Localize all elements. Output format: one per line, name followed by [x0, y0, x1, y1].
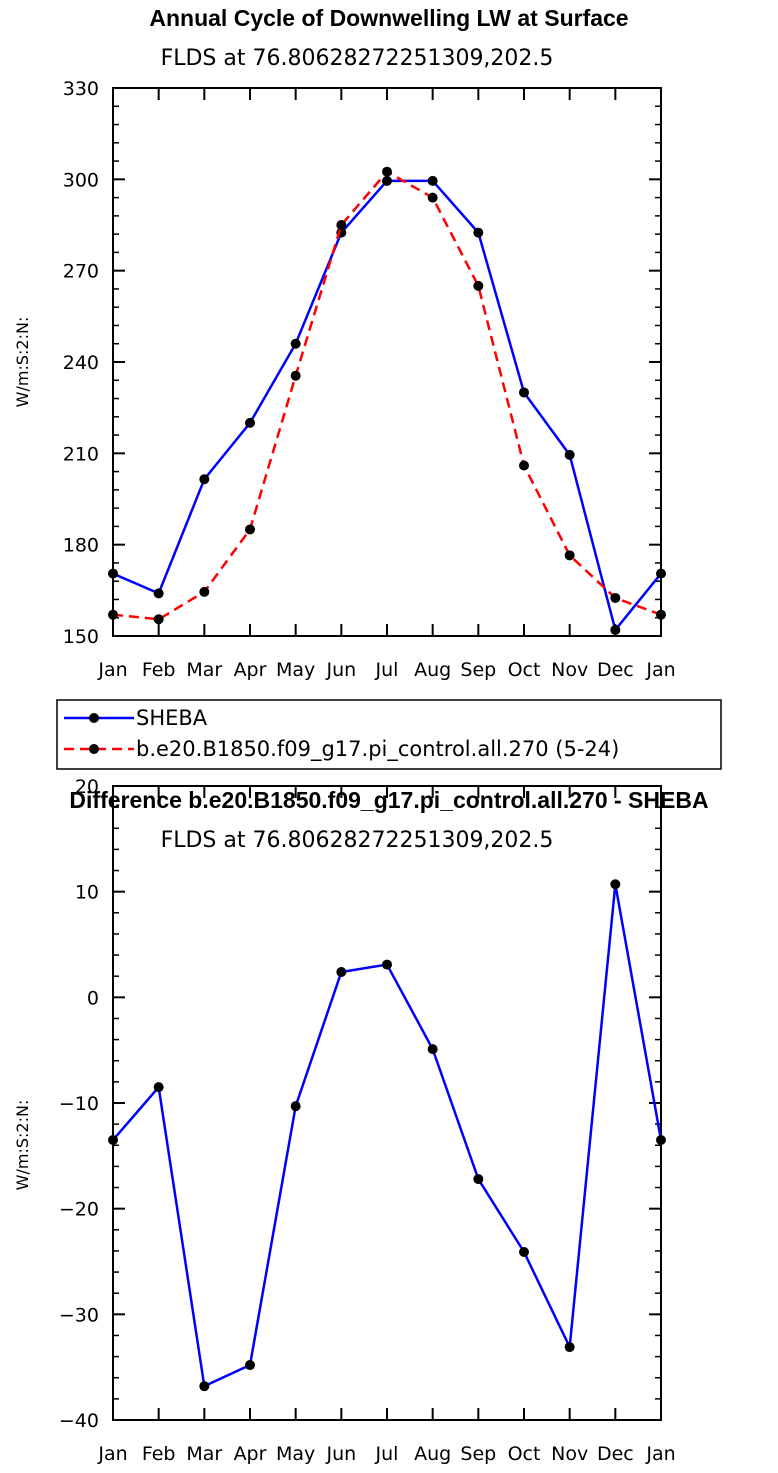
legend-entry-sheba: SHEBA [64, 706, 208, 730]
x-tick-label: Jan [645, 1443, 675, 1465]
data-point-series-0 [564, 1342, 575, 1353]
x-tick-label: Aug [414, 1443, 451, 1465]
x-tick-label: Feb [142, 659, 176, 681]
data-point-series-1 [336, 220, 347, 230]
legend-label-sheba: SHEBA [136, 706, 208, 730]
x-tick-label: Dec [597, 1443, 634, 1465]
x-tick-label: Nov [551, 659, 588, 681]
data-point-series-1 [564, 550, 575, 561]
y-tick-label: −20 [59, 1199, 99, 1221]
y-tick-label: −40 [59, 1410, 99, 1432]
y-tick-label: 10 [75, 882, 99, 904]
y-tick-label: 20 [75, 776, 99, 798]
data-point-series-0 [473, 1174, 484, 1185]
data-point-series-0 [610, 879, 621, 890]
y-tick-label: 270 [63, 261, 99, 283]
data-point-series-0 [382, 175, 392, 186]
data-point-series-1 [108, 609, 118, 620]
legend-entry-model: b.e20.B1850.f09_g17.pi_control.all.270 (… [64, 737, 619, 762]
data-point-series-0 [656, 568, 666, 579]
legend-marker-model [89, 744, 99, 754]
data-point-series-1 [290, 370, 301, 381]
chart1-title: Annual Cycle of Downwelling LW at Surfac… [149, 5, 628, 31]
data-point-series-1 [245, 524, 255, 535]
data-point-series-0 [108, 1134, 118, 1145]
data-point-series-0 [427, 1044, 438, 1055]
difference-chart: Difference b.e20.B1850.f09_g17.pi_contro… [13, 776, 709, 1465]
x-tick-label: Jul [375, 659, 399, 681]
x-tick-label: May [276, 659, 315, 681]
chart2-subtitle: FLDS at 76.80628272251309,202.5 [161, 828, 554, 853]
x-tick-label: Dec [597, 659, 634, 681]
data-point-series-1 [199, 586, 210, 597]
data-point-series-0 [610, 624, 621, 635]
data-point-series-1 [473, 280, 484, 291]
y-tick-label: −30 [59, 1304, 99, 1326]
x-tick-label: Jan [97, 659, 127, 681]
data-point-series-0 [245, 1360, 255, 1371]
x-tick-label: Sep [460, 659, 496, 681]
x-tick-label: May [276, 1443, 315, 1465]
x-tick-label: Apr [234, 659, 267, 681]
y-tick-label: 240 [63, 352, 99, 374]
y-tick-label: 150 [63, 626, 99, 648]
x-tick-label: Jan [97, 1443, 127, 1465]
x-tick-label: Apr [234, 1443, 267, 1465]
data-point-series-0 [290, 338, 301, 349]
chart2-y-axis-label: W/m:S:2:N: [13, 1100, 32, 1191]
data-point-series-0 [427, 175, 438, 186]
data-point-series-0 [656, 1134, 666, 1145]
legend-marker-sheba [89, 713, 99, 723]
x-tick-label: Oct [508, 1443, 541, 1465]
legend-label-model: b.e20.B1850.f09_g17.pi_control.all.270 (… [136, 737, 619, 762]
legend-box [56, 699, 722, 770]
x-tick-label: Sep [460, 1443, 496, 1465]
data-point-series-1 [153, 614, 164, 625]
data-point-series-1 [427, 192, 438, 203]
data-point-series-0 [199, 1381, 210, 1392]
data-point-series-0 [153, 1082, 164, 1093]
data-point-series-0 [473, 227, 484, 238]
y-tick-label: 300 [63, 169, 99, 191]
x-tick-label: Nov [551, 1443, 588, 1465]
y-tick-label: 0 [87, 987, 99, 1009]
x-tick-label: Jun [325, 1443, 356, 1465]
data-point-series-1 [519, 460, 529, 471]
x-tick-label: Mar [186, 1443, 222, 1465]
data-point-series-0 [382, 959, 392, 970]
chart1-subtitle: FLDS at 76.80628272251309,202.5 [161, 46, 554, 71]
series-line-1 [112, 170, 662, 621]
y-tick-label: 210 [63, 443, 99, 465]
x-tick-label: Feb [142, 1443, 176, 1465]
data-point-series-0 [108, 568, 118, 579]
data-point-series-0 [519, 387, 529, 398]
data-point-series-0 [564, 449, 575, 460]
y-tick-label: 330 [63, 78, 99, 100]
data-point-series-1 [610, 592, 621, 603]
chart1-y-axis-label: W/m:S:2:N: [13, 317, 32, 408]
data-point-series-0 [245, 417, 255, 428]
data-point-series-0 [336, 966, 347, 977]
chart1-legend: SHEBA b.e20.B1850.f09_g17.pi_control.all… [56, 699, 722, 770]
x-tick-label: Jul [375, 1443, 399, 1465]
series-line-0 [112, 884, 663, 1389]
annual-cycle-chart: Annual Cycle of Downwelling LW at Surfac… [13, 5, 676, 681]
x-tick-label: Jan [645, 659, 675, 681]
data-point-series-0 [153, 588, 164, 599]
data-point-series-0 [519, 1246, 529, 1257]
data-point-series-0 [199, 474, 210, 485]
y-tick-label: −10 [59, 1093, 99, 1115]
data-point-series-1 [382, 166, 392, 177]
x-tick-label: Oct [508, 659, 541, 681]
chart2-title: Difference b.e20.B1850.f09_g17.pi_contro… [69, 787, 708, 813]
y-tick-label: 180 [63, 535, 99, 557]
x-tick-label: Jun [325, 659, 356, 681]
data-point-series-0 [290, 1101, 301, 1112]
data-point-series-1 [656, 609, 666, 620]
x-tick-label: Mar [186, 659, 222, 681]
x-tick-label: Aug [414, 659, 451, 681]
